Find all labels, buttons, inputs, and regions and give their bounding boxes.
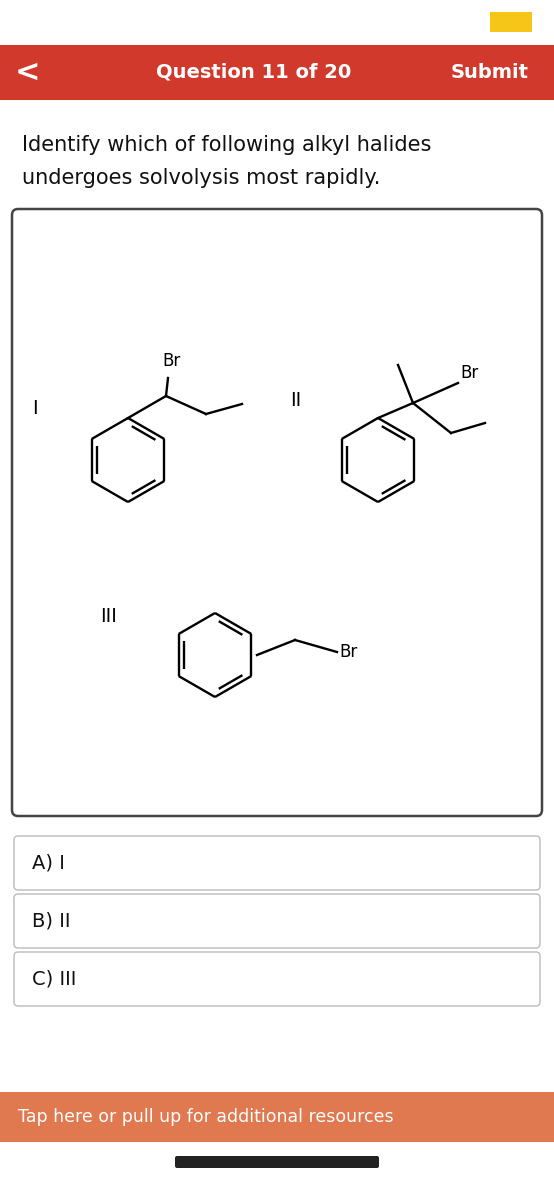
FancyBboxPatch shape [175, 1156, 379, 1168]
Text: undergoes solvolysis most rapidly.: undergoes solvolysis most rapidly. [22, 168, 381, 188]
FancyBboxPatch shape [14, 836, 540, 890]
Text: B) II: B) II [32, 912, 70, 930]
Text: Tap here or pull up for additional resources: Tap here or pull up for additional resou… [18, 1108, 394, 1126]
FancyBboxPatch shape [14, 952, 540, 1006]
Text: II: II [290, 390, 301, 409]
Text: Question 11 of 20: Question 11 of 20 [156, 62, 352, 82]
Bar [490, 12, 532, 32]
FancyBboxPatch shape [14, 894, 540, 948]
Bar [0, 1092, 554, 1142]
Text: I: I [32, 398, 38, 418]
Text: Identify which of following alkyl halides: Identify which of following alkyl halide… [22, 134, 432, 155]
Text: Br: Br [339, 643, 357, 661]
Text: Submit: Submit [451, 62, 529, 82]
Bar [0, 44, 554, 100]
Text: Br: Br [162, 352, 180, 370]
Text: C) III: C) III [32, 970, 76, 989]
FancyBboxPatch shape [12, 209, 542, 816]
Text: A) I: A) I [32, 853, 65, 872]
Text: <: < [16, 58, 41, 86]
Text: Br: Br [460, 364, 478, 382]
Text: III: III [100, 607, 117, 626]
